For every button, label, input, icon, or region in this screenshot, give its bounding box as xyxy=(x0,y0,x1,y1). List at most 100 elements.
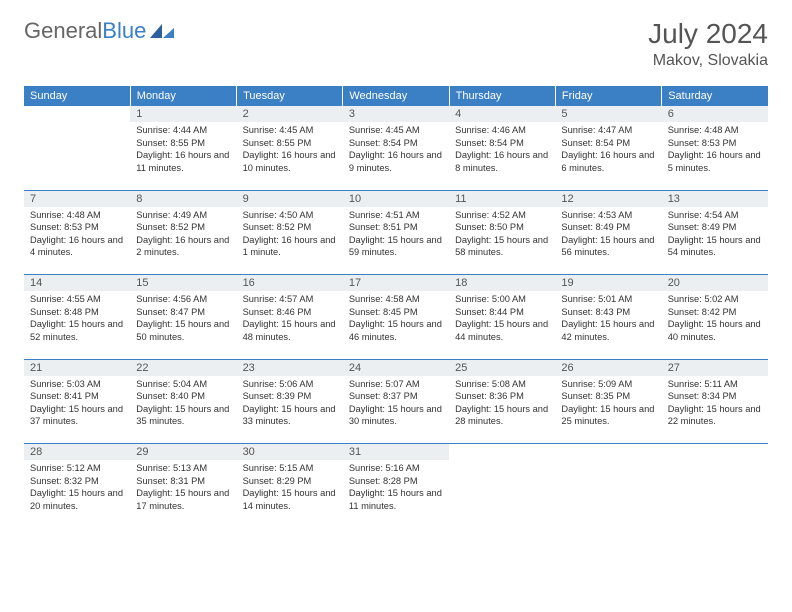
day-content: Sunrise: 5:13 AMSunset: 8:31 PMDaylight:… xyxy=(130,460,236,516)
sunrise: Sunrise: 5:03 AM xyxy=(30,378,124,391)
sunset: Sunset: 8:44 PM xyxy=(455,306,549,319)
logo-sail-icon xyxy=(148,22,176,40)
day-cell: 1Sunrise: 4:44 AMSunset: 8:55 PMDaylight… xyxy=(130,106,236,190)
sunrise: Sunrise: 5:00 AM xyxy=(455,293,549,306)
day-cell: 25Sunrise: 5:08 AMSunset: 8:36 PMDayligh… xyxy=(449,360,555,444)
daylight: Daylight: 15 hours and 50 minutes. xyxy=(136,318,230,343)
dh-tue: Tuesday xyxy=(237,86,343,106)
daylight: Daylight: 16 hours and 4 minutes. xyxy=(30,234,124,259)
day-content: Sunrise: 4:49 AMSunset: 8:52 PMDaylight:… xyxy=(130,207,236,263)
day-cell xyxy=(449,444,555,528)
day-number: 23 xyxy=(237,360,343,376)
day-cell: 19Sunrise: 5:01 AMSunset: 8:43 PMDayligh… xyxy=(555,275,661,359)
day-cell: 4Sunrise: 4:46 AMSunset: 8:54 PMDaylight… xyxy=(449,106,555,190)
sunset: Sunset: 8:35 PM xyxy=(561,390,655,403)
day-content: Sunrise: 4:53 AMSunset: 8:49 PMDaylight:… xyxy=(555,207,661,263)
week-row: 7Sunrise: 4:48 AMSunset: 8:53 PMDaylight… xyxy=(24,191,768,275)
sunset: Sunset: 8:54 PM xyxy=(455,137,549,150)
day-content: Sunrise: 5:08 AMSunset: 8:36 PMDaylight:… xyxy=(449,376,555,432)
day-content: Sunrise: 4:55 AMSunset: 8:48 PMDaylight:… xyxy=(24,291,130,347)
day-content: Sunrise: 4:46 AMSunset: 8:54 PMDaylight:… xyxy=(449,122,555,178)
day-content: Sunrise: 4:44 AMSunset: 8:55 PMDaylight:… xyxy=(130,122,236,178)
daylight: Daylight: 15 hours and 44 minutes. xyxy=(455,318,549,343)
day-cell: 22Sunrise: 5:04 AMSunset: 8:40 PMDayligh… xyxy=(130,360,236,444)
sunrise: Sunrise: 5:04 AM xyxy=(136,378,230,391)
sunset: Sunset: 8:29 PM xyxy=(243,475,337,488)
day-number: 18 xyxy=(449,275,555,291)
day-cell: 12Sunrise: 4:53 AMSunset: 8:49 PMDayligh… xyxy=(555,191,661,275)
logo: GeneralBlue xyxy=(24,18,176,44)
day-content: Sunrise: 5:16 AMSunset: 8:28 PMDaylight:… xyxy=(343,460,449,516)
sunset: Sunset: 8:52 PM xyxy=(136,221,230,234)
sunrise: Sunrise: 5:07 AM xyxy=(349,378,443,391)
month-year: July 2024 xyxy=(648,18,768,50)
day-content: Sunrise: 5:15 AMSunset: 8:29 PMDaylight:… xyxy=(237,460,343,516)
title-block: July 2024 Makov, Slovakia xyxy=(648,18,768,70)
daylight: Daylight: 16 hours and 6 minutes. xyxy=(561,149,655,174)
day-cell: 2Sunrise: 4:45 AMSunset: 8:55 PMDaylight… xyxy=(237,106,343,190)
sunrise: Sunrise: 5:01 AM xyxy=(561,293,655,306)
day-number: 15 xyxy=(130,275,236,291)
sunrise: Sunrise: 4:50 AM xyxy=(243,209,337,222)
sunrise: Sunrise: 4:52 AM xyxy=(455,209,549,222)
week-row: 1Sunrise: 4:44 AMSunset: 8:55 PMDaylight… xyxy=(24,106,768,190)
day-number: 10 xyxy=(343,191,449,207)
sunrise: Sunrise: 5:02 AM xyxy=(668,293,762,306)
sunrise: Sunrise: 4:46 AM xyxy=(455,124,549,137)
daylight: Daylight: 16 hours and 9 minutes. xyxy=(349,149,443,174)
day-number: 22 xyxy=(130,360,236,376)
sunset: Sunset: 8:53 PM xyxy=(668,137,762,150)
day-number: 26 xyxy=(555,360,661,376)
day-cell: 9Sunrise: 4:50 AMSunset: 8:52 PMDaylight… xyxy=(237,191,343,275)
day-content: Sunrise: 4:58 AMSunset: 8:45 PMDaylight:… xyxy=(343,291,449,347)
day-content: Sunrise: 5:12 AMSunset: 8:32 PMDaylight:… xyxy=(24,460,130,516)
sunrise: Sunrise: 5:15 AM xyxy=(243,462,337,475)
daylight: Daylight: 15 hours and 42 minutes. xyxy=(561,318,655,343)
sunrise: Sunrise: 4:53 AM xyxy=(561,209,655,222)
calendar-table: Sunday Monday Tuesday Wednesday Thursday… xyxy=(24,86,768,528)
daylight: Daylight: 15 hours and 48 minutes. xyxy=(243,318,337,343)
calendar-body: 1Sunrise: 4:44 AMSunset: 8:55 PMDaylight… xyxy=(24,106,768,528)
day-cell: 10Sunrise: 4:51 AMSunset: 8:51 PMDayligh… xyxy=(343,191,449,275)
day-content: Sunrise: 4:48 AMSunset: 8:53 PMDaylight:… xyxy=(24,207,130,263)
daylight: Daylight: 15 hours and 59 minutes. xyxy=(349,234,443,259)
day-cell: 6Sunrise: 4:48 AMSunset: 8:53 PMDaylight… xyxy=(662,106,768,190)
day-number: 1 xyxy=(130,106,236,122)
day-cell: 24Sunrise: 5:07 AMSunset: 8:37 PMDayligh… xyxy=(343,360,449,444)
daylight: Daylight: 15 hours and 58 minutes. xyxy=(455,234,549,259)
day-number: 31 xyxy=(343,444,449,460)
day-content: Sunrise: 5:02 AMSunset: 8:42 PMDaylight:… xyxy=(662,291,768,347)
week-row: 14Sunrise: 4:55 AMSunset: 8:48 PMDayligh… xyxy=(24,275,768,359)
day-number: 11 xyxy=(449,191,555,207)
daylight: Daylight: 15 hours and 40 minutes. xyxy=(668,318,762,343)
daylight: Daylight: 15 hours and 14 minutes. xyxy=(243,487,337,512)
day-content: Sunrise: 4:52 AMSunset: 8:50 PMDaylight:… xyxy=(449,207,555,263)
sunset: Sunset: 8:52 PM xyxy=(243,221,337,234)
day-cell xyxy=(555,444,661,528)
day-cell: 5Sunrise: 4:47 AMSunset: 8:54 PMDaylight… xyxy=(555,106,661,190)
sunset: Sunset: 8:31 PM xyxy=(136,475,230,488)
week-row: 28Sunrise: 5:12 AMSunset: 8:32 PMDayligh… xyxy=(24,444,768,528)
daylight: Daylight: 15 hours and 28 minutes. xyxy=(455,403,549,428)
day-content: Sunrise: 4:56 AMSunset: 8:47 PMDaylight:… xyxy=(130,291,236,347)
daylight: Daylight: 16 hours and 2 minutes. xyxy=(136,234,230,259)
day-number: 3 xyxy=(343,106,449,122)
sunrise: Sunrise: 4:56 AM xyxy=(136,293,230,306)
daylight: Daylight: 15 hours and 20 minutes. xyxy=(30,487,124,512)
daylight: Daylight: 15 hours and 30 minutes. xyxy=(349,403,443,428)
daylight: Daylight: 15 hours and 11 minutes. xyxy=(349,487,443,512)
sunrise: Sunrise: 5:09 AM xyxy=(561,378,655,391)
daylight: Daylight: 16 hours and 5 minutes. xyxy=(668,149,762,174)
day-cell: 8Sunrise: 4:49 AMSunset: 8:52 PMDaylight… xyxy=(130,191,236,275)
sunset: Sunset: 8:39 PM xyxy=(243,390,337,403)
day-content: Sunrise: 4:51 AMSunset: 8:51 PMDaylight:… xyxy=(343,207,449,263)
daylight: Daylight: 15 hours and 35 minutes. xyxy=(136,403,230,428)
day-cell: 17Sunrise: 4:58 AMSunset: 8:45 PMDayligh… xyxy=(343,275,449,359)
daylight: Daylight: 16 hours and 1 minute. xyxy=(243,234,337,259)
sunrise: Sunrise: 4:48 AM xyxy=(30,209,124,222)
day-content: Sunrise: 5:07 AMSunset: 8:37 PMDaylight:… xyxy=(343,376,449,432)
sunset: Sunset: 8:28 PM xyxy=(349,475,443,488)
day-cell: 28Sunrise: 5:12 AMSunset: 8:32 PMDayligh… xyxy=(24,444,130,528)
sunset: Sunset: 8:53 PM xyxy=(30,221,124,234)
sunset: Sunset: 8:49 PM xyxy=(668,221,762,234)
